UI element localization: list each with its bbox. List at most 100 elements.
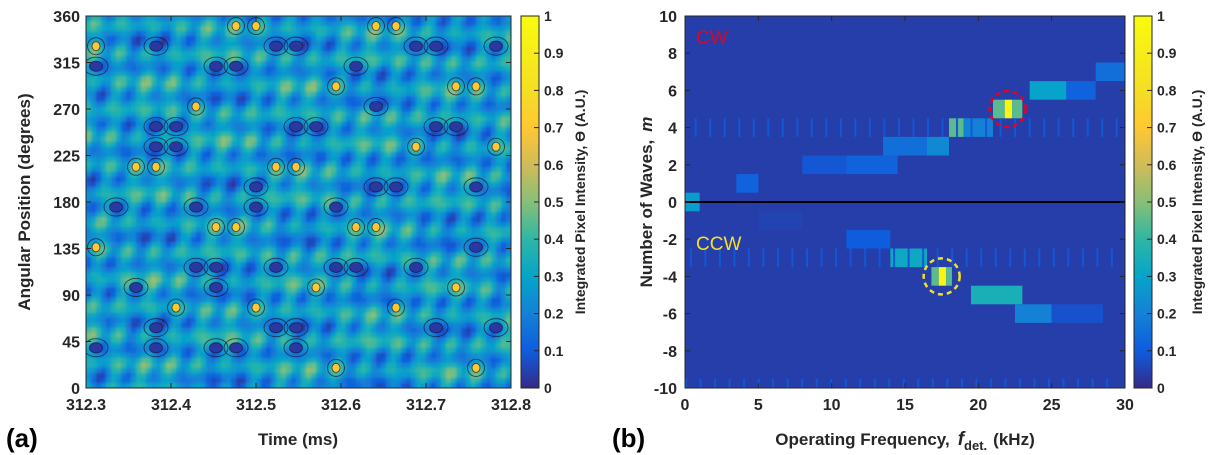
panel-a-cell (121, 307, 127, 314)
panel-a-cell (216, 191, 222, 198)
panel-a-cell (266, 16, 272, 22)
panel-a-cell (266, 232, 272, 238)
panel-a-cell (86, 277, 92, 284)
panel-a-cell (166, 71, 172, 77)
panel-a-cell (341, 287, 347, 294)
panel-a-cell (296, 51, 302, 57)
panel-a-cell (186, 131, 192, 138)
panel-a-cell (301, 146, 307, 153)
panel-a-cell (401, 81, 407, 87)
panel-a-cell (381, 212, 387, 218)
panel-a-cell (151, 362, 157, 369)
panel-a-cell (181, 181, 187, 188)
panel-a-cell (416, 212, 422, 218)
panel-a-cell (156, 56, 162, 62)
panel-a-cell (331, 151, 337, 158)
panel-a-cell (151, 332, 157, 339)
panel-a-cell (306, 357, 312, 364)
panel-a-cell (316, 86, 322, 93)
panel-a-cell (281, 141, 287, 148)
panel-a-cell (176, 91, 182, 98)
panel-a-cell (261, 181, 267, 188)
panel-a-cell (256, 332, 262, 339)
panel-a-cell (231, 141, 237, 148)
panel-a-cell (121, 151, 127, 158)
panel-a-cell (116, 352, 122, 359)
panel-a-cell (226, 257, 232, 263)
panel-a-cell (86, 151, 92, 158)
panel-a-cell (131, 71, 137, 77)
panel-a-cell (371, 171, 377, 178)
panel-a-cell (331, 212, 337, 218)
panel-a-cell (161, 76, 167, 82)
panel-a-cell (406, 342, 412, 349)
panel-a-cell (101, 136, 107, 143)
panel-a-cell (221, 61, 227, 67)
panel-a-cell (126, 176, 132, 183)
panel-a-cell (411, 372, 417, 379)
panel-a-cell (316, 131, 322, 138)
panel-a-cell (246, 191, 252, 198)
panel-a-cell (196, 377, 202, 384)
panel-a-cell (391, 71, 397, 77)
panel-a-cell (316, 232, 322, 238)
panel-a-cell (376, 66, 382, 72)
panel-a-cell (201, 61, 207, 67)
panel-a-cell (376, 362, 382, 369)
panel-a-cell (196, 96, 202, 103)
panel-a-cell (256, 136, 262, 143)
panel-a-cell (221, 362, 227, 369)
panel-a-cell (286, 96, 292, 103)
panel-a-cell (366, 227, 372, 233)
panel-a-cell (221, 332, 227, 339)
panel-a-cell (251, 16, 257, 22)
panel-a-cell (376, 196, 382, 203)
panel-a-cell (106, 76, 112, 82)
panel-a-cell (371, 191, 377, 198)
panel-a-cell (156, 242, 162, 248)
panel-a-cell (106, 46, 112, 52)
panel-a-cell (291, 136, 297, 143)
panel-a-cell (356, 207, 362, 213)
panel-a-cell (301, 156, 307, 163)
panel-a-cell (136, 212, 142, 218)
panel-a-cell (111, 186, 117, 193)
panel-a-cell (411, 186, 417, 193)
panel-a-cell (391, 352, 397, 359)
panel-a-cell (301, 86, 307, 93)
panel-a-cell (141, 141, 147, 148)
panel-a-cell (236, 46, 242, 52)
panel-a-cell (351, 21, 357, 27)
panel-a-cell (221, 26, 227, 32)
panel-a-cell (126, 196, 132, 203)
panel-a-cell (301, 81, 307, 87)
panel-a-cell (276, 217, 282, 223)
panel-a-cell (186, 212, 192, 218)
panel-a-cell (311, 66, 317, 72)
panel-a-cell (131, 76, 137, 82)
panel-a-cell (301, 272, 307, 279)
panel-a-cell (151, 91, 157, 98)
panel-a-cell (316, 91, 322, 98)
panel-a-cell (186, 342, 192, 349)
panel-a-cell (161, 21, 167, 27)
panel-a-cell (321, 262, 327, 268)
panel-a-cell (271, 151, 277, 158)
panel-a-cell (296, 96, 302, 103)
panel-a-cell (116, 111, 122, 118)
panel-a-cell (96, 297, 102, 304)
panel-a-cell (141, 121, 147, 128)
panel-a-cell (226, 101, 232, 108)
panel-a-cell (351, 337, 357, 344)
panel-a-cell (101, 116, 107, 123)
panel-a-cell (411, 96, 417, 103)
panel-a-cell (351, 41, 357, 47)
panel-a-cell (296, 186, 302, 193)
panel-a-cell (301, 31, 307, 37)
panel-a-cell (371, 362, 377, 369)
panel-a-cell (106, 297, 112, 304)
panel-a-cell (136, 181, 142, 188)
panel-a-cell (356, 56, 362, 62)
panel-a-cell (371, 141, 377, 148)
panel-a-cell (111, 36, 117, 42)
